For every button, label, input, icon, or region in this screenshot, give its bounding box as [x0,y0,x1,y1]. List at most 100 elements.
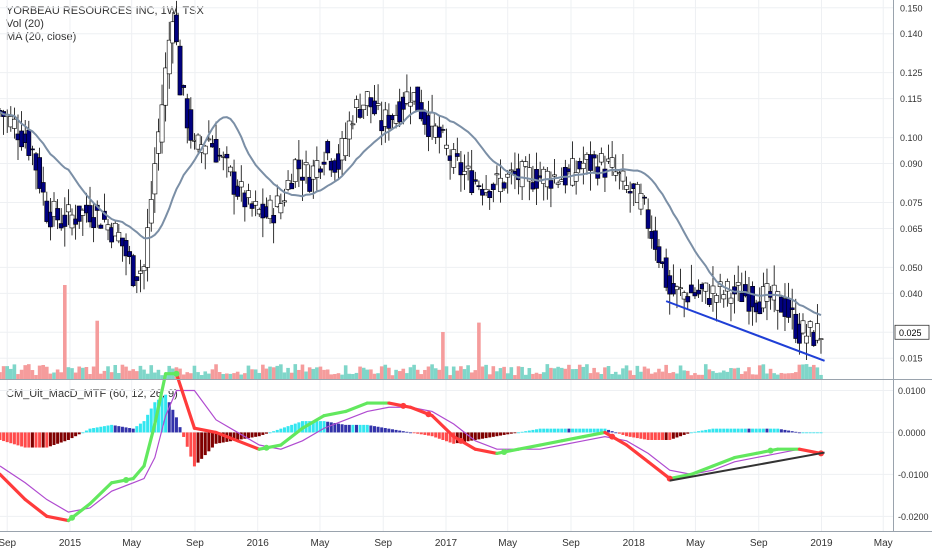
histogram-bar [693,431,697,433]
candle-up [609,157,615,168]
volume-bar [541,372,546,379]
volume-bar [397,371,402,379]
candle-up [703,282,709,292]
macd-line-segment [624,443,650,464]
volume-bar [81,367,85,379]
volume-bar [624,365,629,379]
volume-bar [574,368,578,379]
histogram-bar [164,394,168,433]
histogram-bar [466,432,470,442]
cross-marker [501,449,508,456]
histogram-bar [445,432,448,442]
macd-line-segment [538,439,564,447]
candle-up [303,162,309,166]
histogram-bar [257,432,261,437]
histogram-bar [707,429,711,433]
volume-bar [322,369,326,379]
cross-marker [400,402,407,409]
histogram-bar [207,432,211,452]
x-tick-label: May [311,538,330,549]
volume-bar [102,370,107,379]
volume-bar [99,373,103,379]
macd-line-segment [646,460,672,481]
histogram-bar [401,431,405,433]
last-price-badge [894,324,930,340]
cross-marker [263,444,270,451]
volume-bar [149,365,154,379]
histogram-bar [632,432,636,438]
volume-bar [293,364,298,379]
volume-bar [1,366,6,379]
x-tick-label: Sep [750,538,768,549]
candle-down [177,45,183,96]
volume-bar [703,364,708,379]
volume-bar [135,371,139,379]
volume-bar [408,367,413,379]
histogram-bar [171,409,175,433]
volume-bar [246,365,251,379]
candle-up [598,153,604,163]
volume-bar [433,368,438,379]
volume-bar [91,366,96,379]
histogram-bar [70,432,74,439]
volume-bar [786,373,791,379]
x-tick-label: 2018 [623,538,646,549]
candle-down [454,153,460,157]
candle-up [678,287,683,290]
macd-line-segment [131,464,146,481]
histogram-bar [372,426,376,433]
histogram-bar [509,432,513,434]
volume-bar [646,368,650,379]
histogram-bar [808,432,812,434]
candle-down [318,168,323,173]
histogram-bar [441,432,445,440]
histogram-bar [585,428,589,433]
volume-bar [145,373,150,379]
volume-bar [412,364,416,379]
volume-bar [675,373,679,379]
macd-line-segment [142,422,157,468]
histogram-bar [614,432,618,434]
volume-bar [657,368,661,379]
volume-bar [430,364,434,379]
volume-bar [459,366,463,379]
histogram-bar [776,428,780,433]
volume-bar [70,368,74,379]
volume-bar [390,375,395,379]
volume-bar [473,370,478,379]
candle-down [742,284,748,297]
histogram-bar [556,428,560,433]
volume-bar [797,364,802,379]
histogram-bar [56,432,60,444]
macd-line-segment [516,443,542,451]
price-tick-label: 0.015 [900,354,923,364]
volume-bar [181,374,186,379]
histogram-bar [812,432,816,434]
volume-bar [513,375,517,379]
histogram-bar [772,428,776,433]
histogram-bar [92,428,96,433]
volume-bar [451,366,456,379]
volume-bar [729,368,733,379]
histogram-bar [110,424,114,433]
volume-bar [577,364,582,379]
volume-legend: Vol (20) [6,18,44,30]
histogram-bar [790,431,794,433]
histogram-bar [261,432,265,435]
histogram-bar [779,429,783,433]
histogram-bar [805,432,809,434]
histogram-bar [340,424,344,433]
volume-bar [387,367,391,379]
candle-down [688,284,694,294]
candle-down [300,176,305,181]
x-tick-label: 2016 [247,538,270,549]
histogram-bar [484,432,488,439]
candle-up [804,335,809,344]
candle-down [181,85,187,88]
macd-line-segment [0,472,27,502]
histogram-bar [617,432,621,434]
candle-up [526,167,532,182]
candle-down [336,153,341,170]
candle-up [138,270,143,274]
